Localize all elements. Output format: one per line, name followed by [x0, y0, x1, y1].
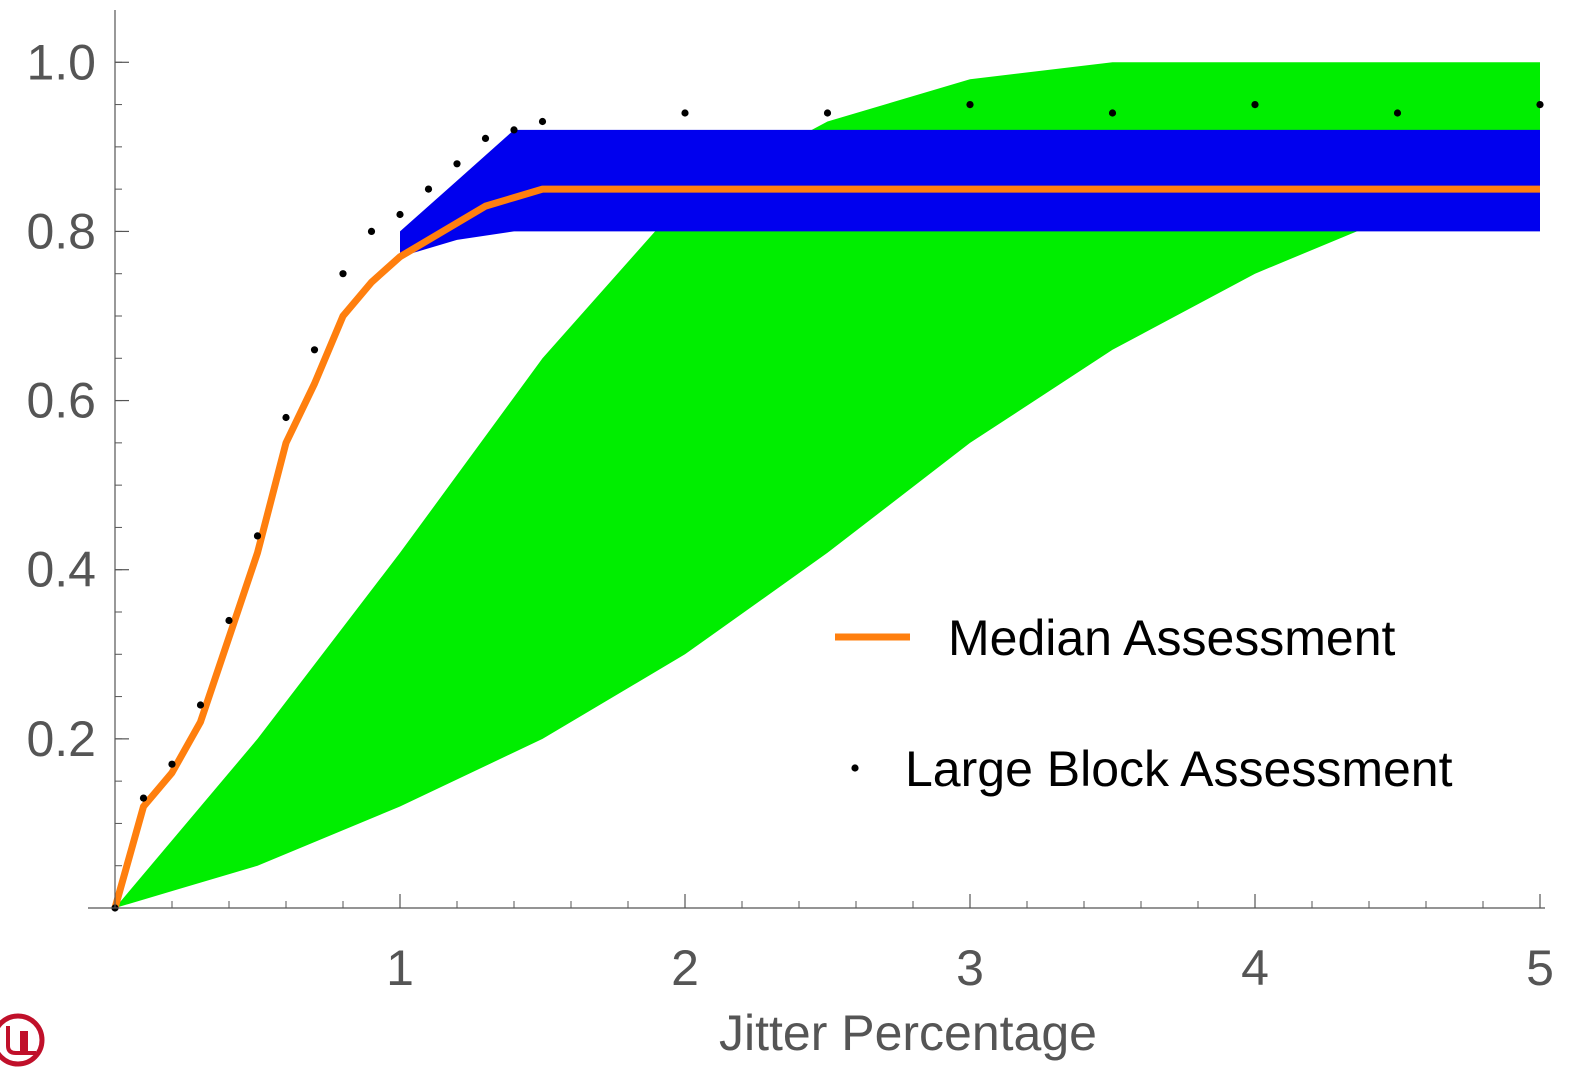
large-block-point — [424, 185, 433, 193]
x-tick-label: 4 — [1241, 940, 1269, 996]
large-block-point — [681, 109, 689, 117]
legend-median-label: Median Assessment — [948, 610, 1396, 666]
y-tick-label: 0.4 — [26, 542, 96, 598]
x-tick-label: 3 — [956, 940, 984, 996]
bands-layer — [115, 62, 1540, 909]
large-block-point — [139, 794, 148, 802]
y-tick-label: 0.6 — [26, 373, 96, 429]
large-block-point — [310, 346, 319, 354]
large-block-point — [966, 101, 974, 109]
green-band — [115, 62, 1540, 909]
large-block-point — [823, 109, 832, 117]
legend-large-block-swatch — [851, 764, 859, 772]
large-block-point — [1393, 109, 1402, 117]
large-block-points-layer — [111, 101, 1544, 912]
y-tick-label: 1.0 — [26, 34, 96, 90]
y-tick-label: 0.8 — [26, 203, 96, 259]
large-block-point — [538, 117, 547, 126]
large-block-point — [367, 227, 376, 235]
large-block-point — [339, 270, 347, 278]
large-block-point — [1108, 109, 1117, 117]
median-series-layer — [111, 185, 1540, 909]
x-tick-label: 1 — [386, 940, 414, 996]
legend-large-block-label: Large Block Assessment — [905, 741, 1453, 797]
large-block-point — [396, 210, 404, 219]
y-tick-label: 0.2 — [26, 711, 96, 767]
x-axis-title: Jitter Percentage — [719, 1005, 1097, 1061]
blue-band — [400, 129, 1540, 257]
large-block-point — [225, 616, 233, 625]
large-block-point — [168, 760, 176, 768]
axes-layer: 1 2 3 4 5 0.2 0.4 0.6 0.8 1.0 — [26, 10, 1554, 996]
x-tick-label: 5 — [1526, 940, 1554, 996]
x-tick-label: 2 — [671, 940, 699, 996]
large-block-point — [453, 160, 461, 168]
large-block-point — [481, 134, 490, 142]
large-block-point — [1251, 101, 1259, 109]
ul-logo — [0, 1013, 45, 1067]
legend: Median Assessment Large Block Assessment — [835, 610, 1453, 797]
large-block-point — [253, 532, 262, 540]
median-line — [111, 185, 1540, 909]
large-block-point — [510, 126, 518, 134]
large-block-point — [196, 701, 205, 709]
large-block-point — [1536, 101, 1544, 109]
large-block-point — [282, 413, 290, 422]
